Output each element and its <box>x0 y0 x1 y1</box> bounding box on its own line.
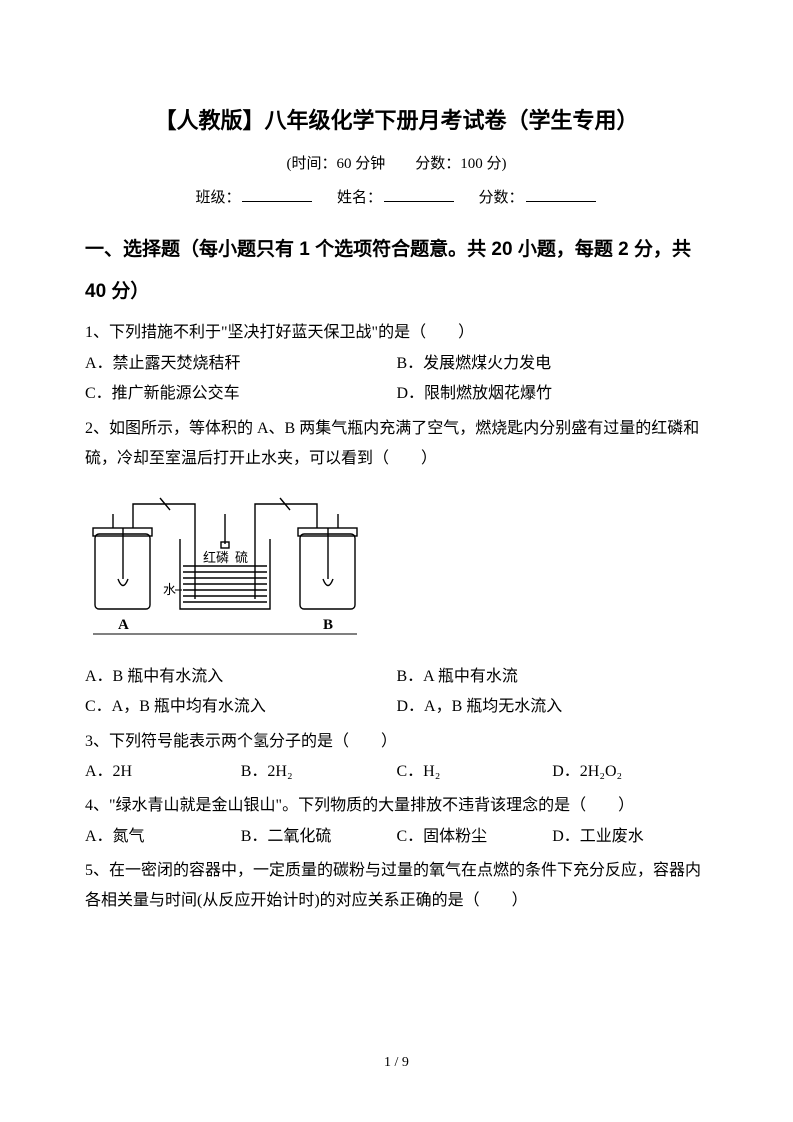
score-label: 分数： <box>479 190 524 206</box>
q2-opt-b: B．A 瓶中有水流 <box>397 662 709 692</box>
question-5: 5、在一密闭的容器中，一定质量的碳粉与过量的氧气在点燃的条件下充分反应，容器内各… <box>85 856 708 917</box>
q1-opt-b: B．发展燃煤火力发电 <box>397 349 709 379</box>
score-blank[interactable] <box>526 186 596 202</box>
q3-opt-c: C．H₂ <box>397 757 553 787</box>
name-blank[interactable] <box>384 186 454 202</box>
q2-opt-c: C．A，B 瓶中均有水流入 <box>85 692 397 722</box>
q4-opt-b: B．二氧化硫 <box>241 822 397 852</box>
section-1-header: 一、选择题（每小题只有 1 个选项符合题意。共 20 小题，每题 2 分，共 4… <box>85 229 708 313</box>
name-label: 姓名： <box>337 190 382 206</box>
exam-subtitle: (时间：60 分钟 分数：100 分) <box>85 150 708 179</box>
q2-opt-a: A．B 瓶中有水流入 <box>85 662 397 692</box>
label-sulfur: 硫 <box>235 550 248 565</box>
q1-opt-c: C．推广新能源公交车 <box>85 379 397 409</box>
info-line: 班级： 姓名： 分数： <box>85 184 708 213</box>
q3-stem: 3、下列符号能表示两个氢分子的是（ ） <box>85 727 708 757</box>
question-1: 1、下列措施不利于"坚决打好蓝天保卫战"的是（ ） A．禁止露天焚烧秸秆 B．发… <box>85 318 708 409</box>
q1-opt-d: D．限制燃放烟花爆竹 <box>397 379 709 409</box>
q4-stem: 4、"绿水青山就是金山银山"。下列物质的大量排放不违背该理念的是（ ） <box>85 791 708 821</box>
q4-opt-a: A．氮气 <box>85 822 241 852</box>
exam-page: 【人教版】八年级化学下册月考试卷（学生专用） (时间：60 分钟 分数：100 … <box>0 0 793 1122</box>
q2-stem: 2、如图所示，等体积的 A、B 两集气瓶内充满了空气，燃烧匙内分别盛有过量的红磷… <box>85 414 708 475</box>
q1-opt-a: A．禁止露天焚烧秸秆 <box>85 349 397 379</box>
q1-stem: 1、下列措施不利于"坚决打好蓝天保卫战"的是（ ） <box>85 318 708 348</box>
page-number: 1 / 9 <box>0 1050 793 1077</box>
class-label: 班级： <box>195 190 240 206</box>
question-3: 3、下列符号能表示两个氢分子的是（ ） A．2H B．2H₂ C．H₂ D．2H… <box>85 727 708 788</box>
q4-opt-c: C．固体粉尘 <box>397 822 553 852</box>
q2-diagram: 红磷 硫 水 A B <box>85 484 708 655</box>
q3-opt-d: D．2H₂O₂ <box>552 757 708 787</box>
label-B: B <box>323 617 333 633</box>
apparatus-svg: 红磷 硫 水 A B <box>85 484 365 644</box>
q5-stem: 5、在一密闭的容器中，一定质量的碳粉与过量的氧气在点燃的条件下充分反应，容器内各… <box>85 856 708 917</box>
question-2: 2、如图所示，等体积的 A、B 两集气瓶内充满了空气，燃烧匙内分别盛有过量的红磷… <box>85 414 708 723</box>
q3-opt-b: B．2H₂ <box>241 757 397 787</box>
class-blank[interactable] <box>242 186 312 202</box>
label-red-p: 红磷 <box>203 550 229 565</box>
label-water: 水 <box>163 582 176 597</box>
exam-title: 【人教版】八年级化学下册月考试卷（学生专用） <box>85 100 708 142</box>
question-4: 4、"绿水青山就是金山银山"。下列物质的大量排放不违背该理念的是（ ） A．氮气… <box>85 791 708 852</box>
q4-opt-d: D．工业废水 <box>552 822 708 852</box>
label-A: A <box>118 617 129 633</box>
q3-opt-a: A．2H <box>85 757 241 787</box>
q2-opt-d: D．A，B 瓶均无水流入 <box>397 692 709 722</box>
